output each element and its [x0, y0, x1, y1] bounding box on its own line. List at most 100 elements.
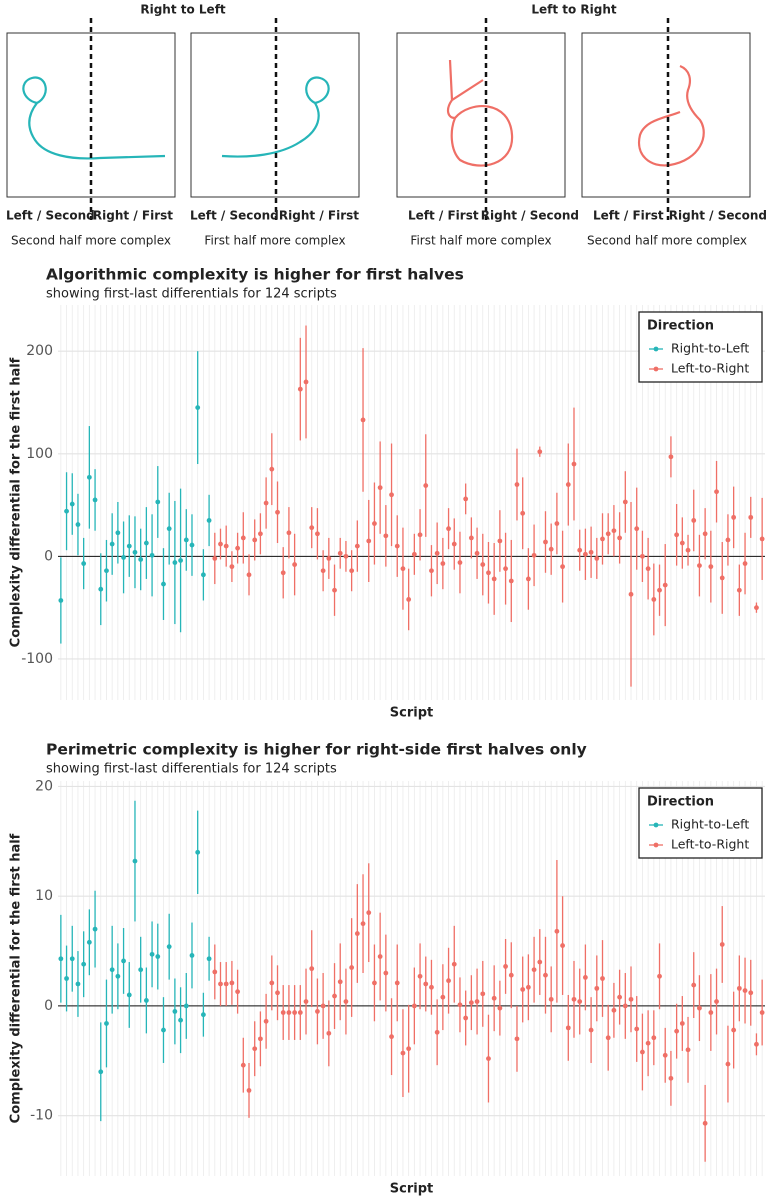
point: [206, 518, 212, 523]
point: [548, 996, 554, 1002]
point: [200, 572, 206, 578]
y-tick-label: 100: [26, 446, 53, 462]
point: [451, 961, 457, 967]
point: [474, 999, 480, 1004]
point: [708, 564, 714, 570]
caption: Second half more complex: [11, 234, 171, 248]
point: [662, 1052, 668, 1058]
legend-title: Direction: [647, 319, 714, 334]
point: [115, 530, 121, 536]
point: [691, 518, 697, 523]
y-tick-label: -100: [21, 651, 53, 667]
point: [372, 521, 377, 526]
point: [491, 576, 497, 582]
point: [423, 981, 429, 987]
point: [309, 525, 315, 531]
point: [149, 552, 155, 558]
point: [349, 568, 355, 574]
point: [155, 954, 161, 959]
point: [155, 499, 161, 505]
point: [286, 1010, 292, 1015]
point: [349, 965, 355, 970]
point: [406, 1046, 412, 1052]
group-title: Right to Left: [140, 3, 226, 17]
point: [212, 969, 218, 975]
point: [389, 492, 394, 498]
point: [577, 547, 583, 553]
point: [571, 996, 577, 1002]
legend-label: Right-to-Left: [671, 817, 749, 832]
point: [748, 514, 754, 520]
point: [104, 1021, 109, 1026]
point: [126, 992, 132, 998]
point: [138, 557, 144, 562]
point: [81, 961, 87, 967]
point: [508, 972, 514, 978]
point: [565, 482, 571, 487]
point: [645, 1040, 651, 1046]
legend-label: Left-to-Right: [671, 837, 749, 852]
point: [366, 538, 372, 544]
y-axis-label: Complexity differential for the first ha…: [9, 833, 24, 1123]
point: [640, 553, 645, 559]
point: [503, 566, 508, 572]
point: [86, 939, 92, 945]
legend-box: [638, 787, 763, 859]
point: [674, 1028, 680, 1034]
point: [674, 532, 680, 538]
point: [731, 514, 737, 520]
point: [725, 537, 731, 543]
y-tick-label: 20: [35, 778, 53, 794]
point: [189, 953, 195, 958]
point: [275, 509, 280, 515]
point: [92, 497, 98, 503]
point: [480, 991, 486, 997]
point: [92, 926, 98, 932]
point: [719, 575, 725, 581]
point: [81, 561, 87, 566]
y-tick-label: 0: [44, 548, 53, 564]
point: [446, 978, 451, 984]
point: [115, 973, 121, 979]
point: [104, 568, 109, 574]
point: [212, 556, 218, 561]
point: [400, 566, 406, 572]
point: [235, 989, 241, 995]
point: [75, 522, 81, 527]
point: [143, 540, 149, 546]
legend-label: Right-to-Left: [671, 341, 749, 356]
point: [275, 990, 280, 996]
point: [423, 483, 429, 488]
point: [634, 1026, 640, 1032]
point: [531, 967, 537, 973]
point: [337, 979, 343, 985]
point: [480, 562, 486, 567]
point: [714, 489, 719, 495]
point: [600, 536, 605, 542]
side-label: Left / Second: [6, 209, 95, 223]
point: [326, 556, 332, 561]
point: [497, 538, 503, 544]
point: [149, 951, 155, 957]
point: [560, 943, 565, 948]
point: [394, 980, 400, 986]
point: [218, 541, 223, 547]
point: [235, 545, 241, 551]
point: [132, 858, 138, 864]
point: [514, 482, 520, 487]
point: [429, 568, 434, 574]
point: [697, 1005, 702, 1011]
diagram: Right to Left Left to Right Left / Secon…: [6, 3, 767, 248]
point: [754, 1041, 759, 1047]
point: [520, 987, 526, 992]
point: [582, 975, 588, 980]
point: [343, 553, 349, 559]
point: [520, 510, 526, 516]
point: [543, 539, 548, 545]
point: [537, 959, 543, 965]
point: [143, 998, 149, 1003]
point: [315, 531, 320, 537]
point: [98, 586, 104, 592]
point: [565, 1025, 571, 1031]
